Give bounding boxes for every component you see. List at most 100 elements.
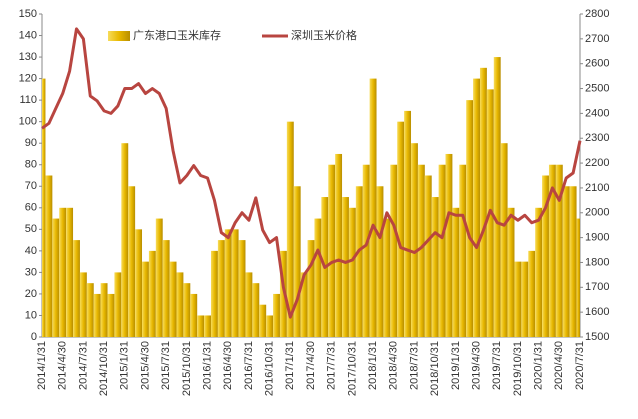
price-line (41, 27, 582, 319)
bar (183, 283, 191, 337)
x-tick-label: 2015/1/31 (119, 341, 131, 390)
bar (417, 164, 425, 337)
y-tick-label: 40 (25, 245, 37, 257)
x-tick-label: 2014/4/30 (57, 341, 69, 390)
y2-tick-label: 1700 (585, 281, 609, 293)
bar (307, 240, 315, 337)
x-tick-label: 2017/4/30 (305, 341, 317, 390)
bar (238, 240, 246, 337)
bar (114, 272, 122, 337)
bar (411, 143, 418, 337)
bar (535, 207, 543, 337)
y-tick-label: 140 (19, 29, 37, 41)
x-tick-label: 2018/1/31 (367, 341, 379, 390)
y2-tick-label: 2700 (585, 33, 609, 45)
bar (542, 175, 549, 337)
bar (293, 186, 301, 337)
bar (286, 121, 294, 338)
bar (473, 78, 480, 337)
bar (383, 218, 391, 337)
y-tick-label: 90 (25, 137, 37, 149)
bar (479, 67, 487, 337)
bar (376, 186, 384, 337)
bar (176, 272, 184, 337)
x-tick-label: 2020/1/31 (533, 341, 545, 390)
x-tick-label: 2016/1/31 (201, 341, 213, 390)
bar (210, 250, 218, 337)
bar (562, 186, 570, 337)
x-tick-label: 2015/7/31 (160, 341, 172, 390)
bar (507, 207, 515, 337)
bar (148, 250, 156, 337)
bar (521, 261, 529, 337)
bar (404, 110, 412, 338)
x-tick-label: 2020/7/31 (574, 341, 586, 390)
y-tick-label: 50 (25, 223, 37, 235)
bar (204, 315, 211, 337)
x-tick-label: 2018/10/31 (429, 341, 441, 396)
y2-tick-label: 2000 (585, 207, 609, 219)
y-tick-label: 60 (25, 202, 37, 214)
x-tick-label: 2016/4/30 (222, 341, 234, 390)
y2-tick-label: 2600 (585, 58, 609, 70)
bar (259, 304, 267, 337)
y2-tick-label: 1800 (585, 256, 609, 268)
bar (576, 218, 580, 337)
x-tick-label: 2014/1/31 (36, 341, 48, 390)
y-tick-label: 80 (25, 159, 37, 171)
bar (86, 283, 94, 337)
y-tick-label: 10 (25, 309, 37, 321)
y-tick-label: 0 (31, 331, 37, 343)
bar (59, 207, 67, 337)
x-tick-label: 2017/7/31 (326, 341, 338, 390)
bar (555, 164, 563, 337)
bar (528, 250, 536, 337)
bar (493, 57, 501, 338)
bar (128, 186, 136, 337)
x-tick-label: 2019/1/31 (450, 341, 462, 390)
bar (314, 218, 322, 337)
bar (155, 218, 163, 337)
bar (121, 143, 129, 337)
y2-tick-label: 2300 (585, 132, 609, 144)
x-tick-label: 2019/10/31 (512, 341, 524, 396)
bar (231, 229, 239, 337)
y2-tick-label: 2500 (585, 82, 609, 94)
bar (252, 283, 260, 337)
bar (42, 78, 46, 337)
bar (300, 272, 308, 337)
bar (459, 164, 467, 337)
bar (342, 197, 349, 337)
bar (190, 293, 198, 337)
y-tick-label: 120 (19, 73, 37, 85)
bar (142, 261, 149, 337)
bar (273, 293, 280, 337)
y-tick-label: 20 (25, 288, 37, 300)
bar (335, 153, 343, 337)
legend-label: 深圳玉米价格 (291, 28, 357, 42)
y2-tick-label: 1600 (585, 306, 609, 318)
x-tick-label: 2017/1/31 (284, 341, 296, 390)
x-tick-label: 2019/7/31 (491, 341, 503, 390)
bar (245, 272, 253, 337)
bar (73, 240, 80, 337)
legend-swatch (108, 31, 130, 41)
bar (52, 218, 60, 337)
x-tick-label: 2018/4/30 (388, 341, 400, 390)
y-tick-label: 150 (19, 8, 37, 20)
bar (431, 197, 439, 337)
bar (45, 175, 53, 337)
bar (514, 261, 522, 337)
x-tick-label: 2018/7/31 (408, 341, 420, 390)
x-tick-label: 2014/7/31 (77, 341, 89, 390)
y-tick-label: 70 (25, 180, 37, 192)
bar (328, 164, 336, 337)
bar (397, 121, 405, 338)
bar (66, 207, 74, 337)
bar (93, 293, 101, 337)
bar (107, 293, 115, 337)
y2-tick-label: 2100 (585, 182, 609, 194)
x-tick-label: 2016/10/31 (264, 341, 276, 396)
bar (452, 207, 460, 337)
